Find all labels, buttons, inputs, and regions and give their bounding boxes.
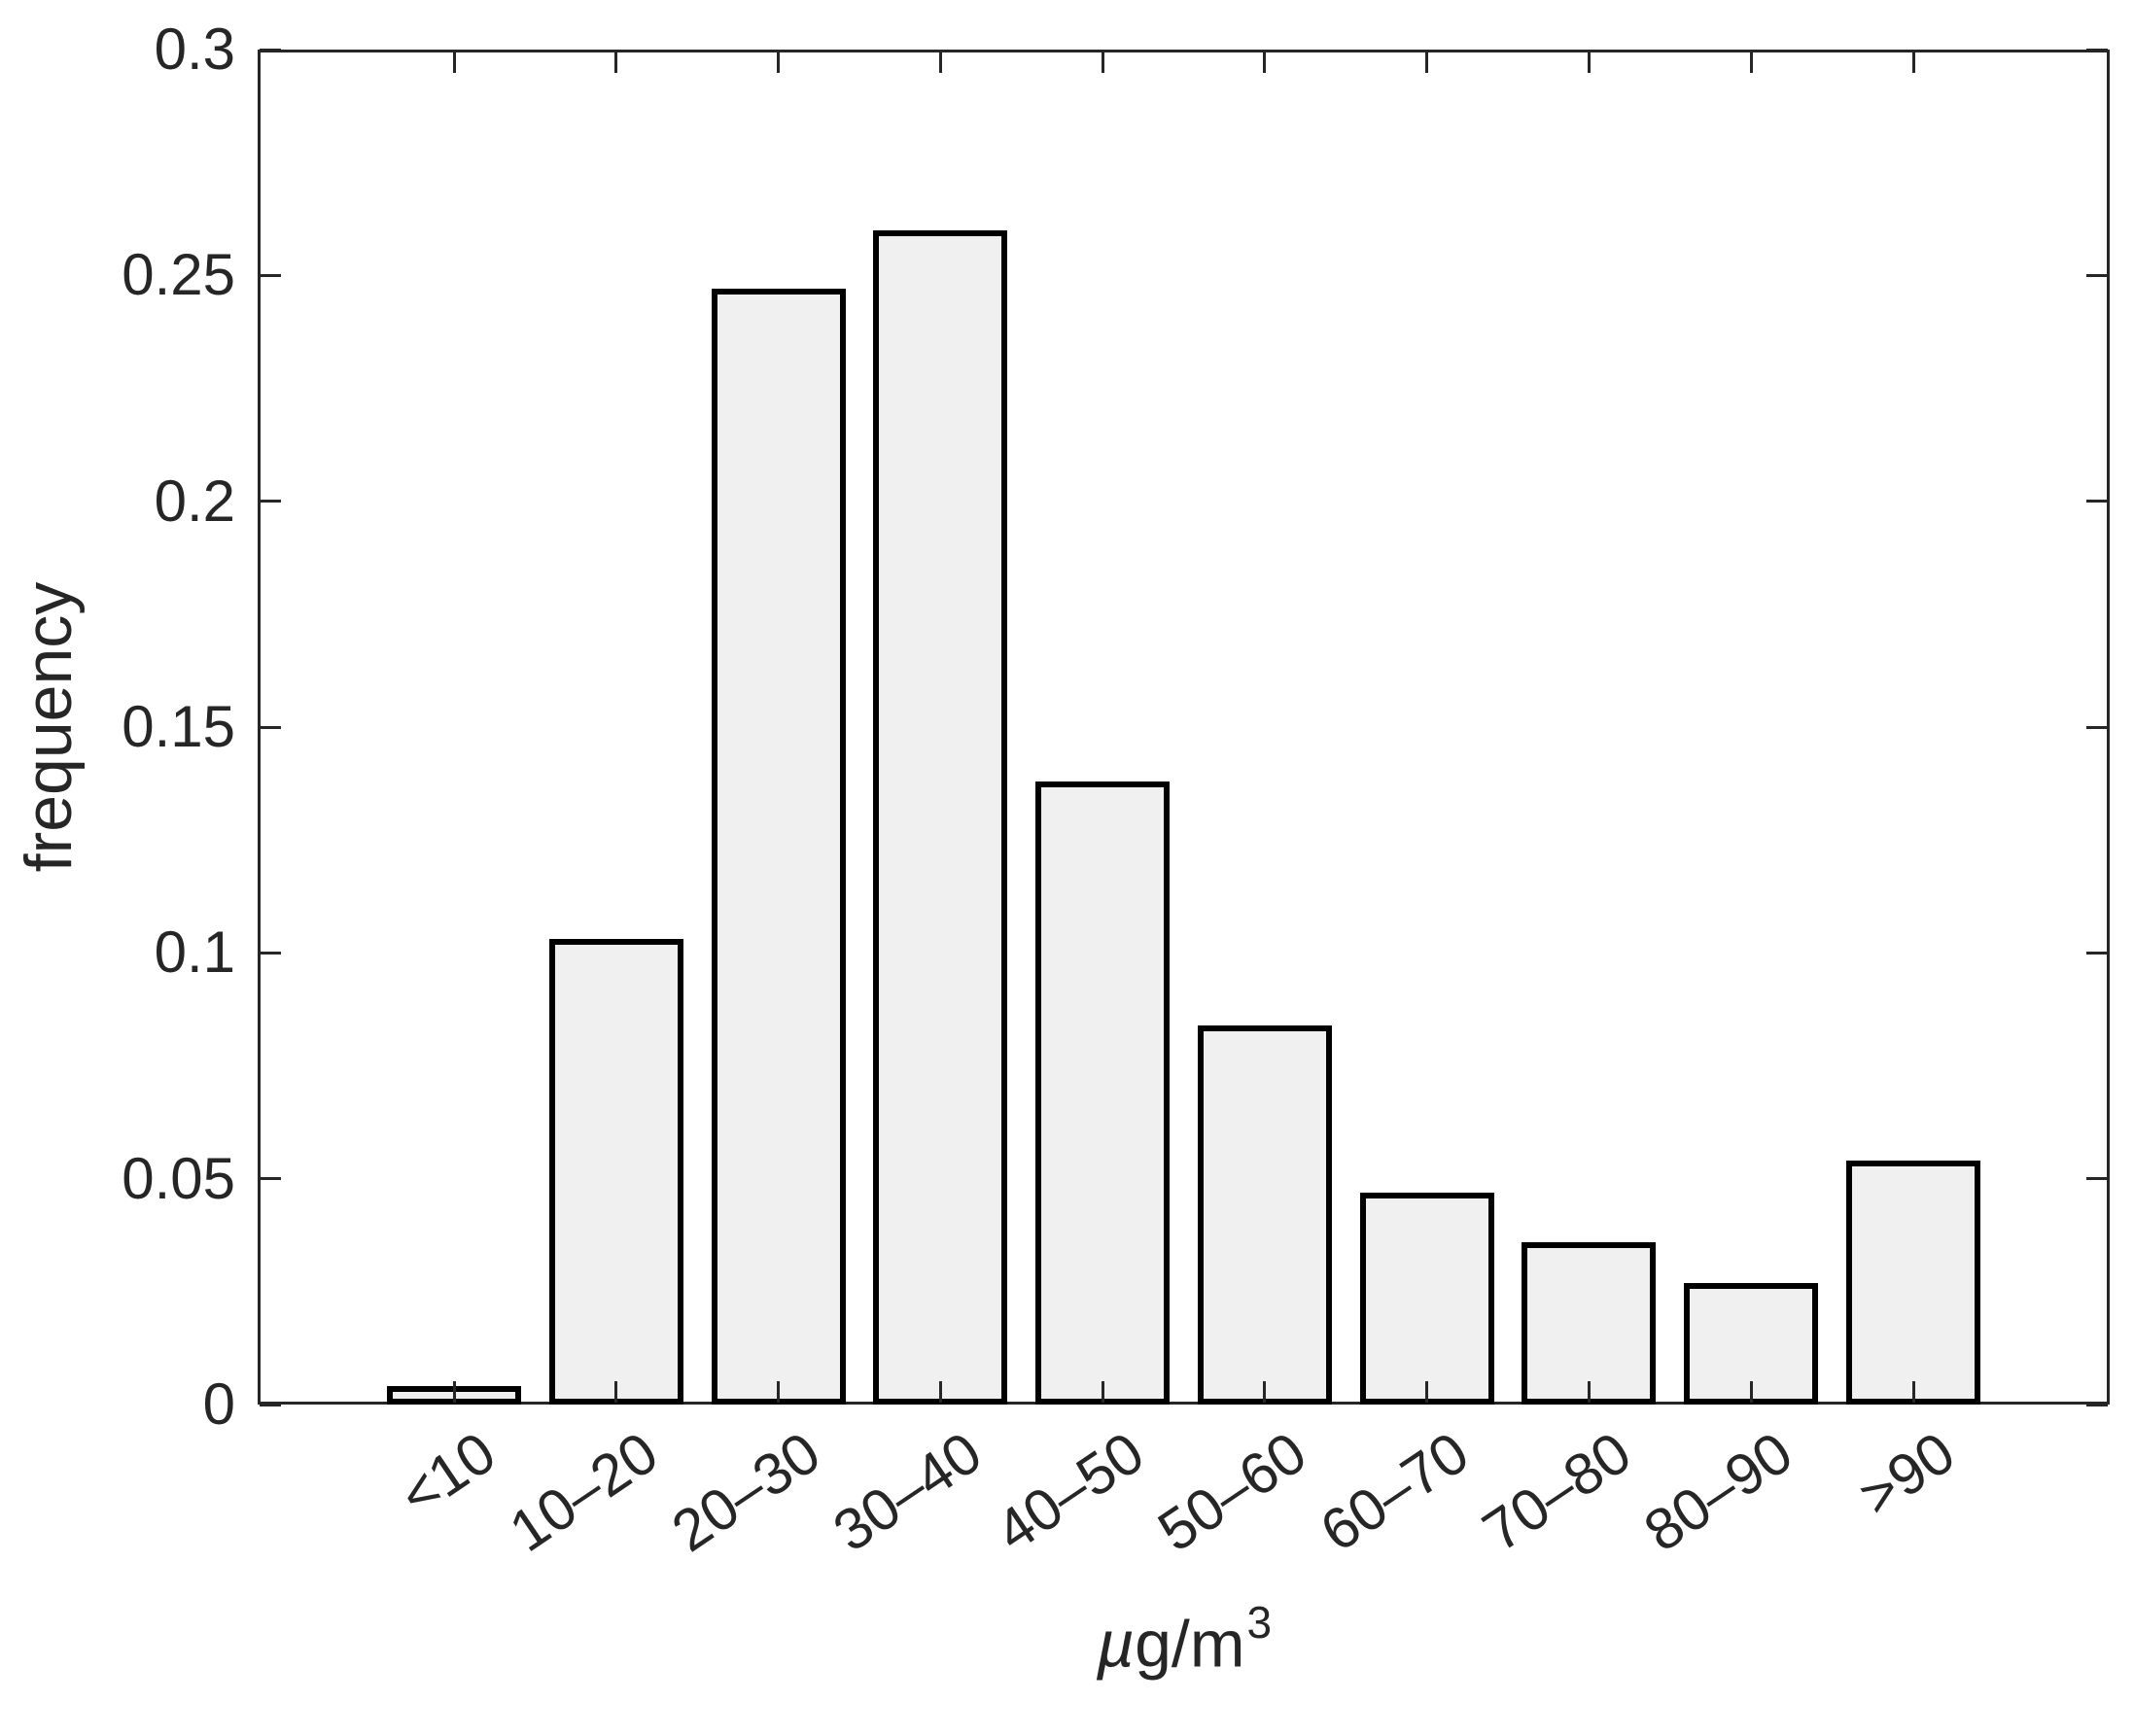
axis-tick [1263,52,1267,73]
axis-tick [2086,500,2108,503]
x-tick-label: 80–90 [1632,1419,1804,1565]
axis-tick [614,1381,618,1403]
axis-tick [1749,52,1753,73]
axis-tick [452,52,456,73]
axis-tick [2086,48,2108,52]
axis-tick [938,1381,942,1403]
axis-tick [2086,273,2108,277]
histogram-bar [1359,1193,1494,1405]
axis-tick [1425,1381,1429,1403]
axis-tick [260,1177,281,1181]
x-tick-label: >90 [1847,1419,1967,1529]
histogram-bar [548,939,683,1405]
histogram-bar [711,289,846,1405]
axis-tick [1749,1381,1753,1403]
axis-tick [1263,1381,1267,1403]
histogram-bar [1846,1161,1980,1405]
y-tick-label: 0.2 [154,468,235,534]
axis-tick [260,725,281,729]
histogram-bar [873,230,1008,1405]
axis-tick [260,951,281,955]
axis-tick [260,500,281,503]
axis-tick [2086,1403,2108,1406]
axis-tick [452,1381,456,1403]
y-tick-label: 0.1 [154,920,235,986]
x-tick-label: 40–50 [984,1419,1156,1565]
axis-tick [1425,52,1429,73]
x-tick-label: 60–70 [1309,1419,1481,1565]
axis-tick [260,1403,281,1406]
y-tick-label: 0.15 [122,694,235,759]
x-tick-label: 20–30 [660,1419,831,1565]
axis-tick [1101,52,1104,73]
axis-tick [1101,1381,1104,1403]
histogram-bar [1035,781,1171,1405]
y-tick-label: 0.3 [154,17,235,82]
axis-tick [777,1381,781,1403]
y-tick-label: 0.25 [122,242,235,308]
axis-tick [938,52,942,73]
xlabel-mu-symbol: µ [1096,1607,1136,1682]
y-tick-label: 0 [202,1371,235,1437]
y-axis-label: frequency [12,581,86,873]
x-tick-label: 50–60 [1146,1419,1318,1565]
x-tick-label: 30–40 [822,1419,994,1565]
axis-tick [1911,1381,1915,1403]
axis-tick [1587,52,1591,73]
axis-tick [1911,52,1915,73]
axis-tick [2086,1177,2108,1181]
histogram-bar [1197,1025,1332,1405]
x-tick-label: 70–80 [1471,1419,1642,1565]
xlabel-superscript: 3 [1246,1597,1273,1648]
y-tick-label: 0.05 [122,1145,235,1211]
plot-area [258,50,2110,1405]
x-tick-label: <10 [388,1419,507,1529]
axis-tick [2086,951,2108,955]
xlabel-unit-text: g/m [1135,1607,1245,1682]
axis-tick [2086,725,2108,729]
x-axis-label: µg/m3 [1096,1597,1272,1683]
axis-tick [614,52,618,73]
axis-tick [260,48,281,52]
axis-tick [1587,1381,1591,1403]
x-tick-label: 10–20 [498,1419,670,1565]
axis-tick [777,52,781,73]
axis-tick [260,273,281,277]
histogram-bar [1522,1242,1657,1405]
